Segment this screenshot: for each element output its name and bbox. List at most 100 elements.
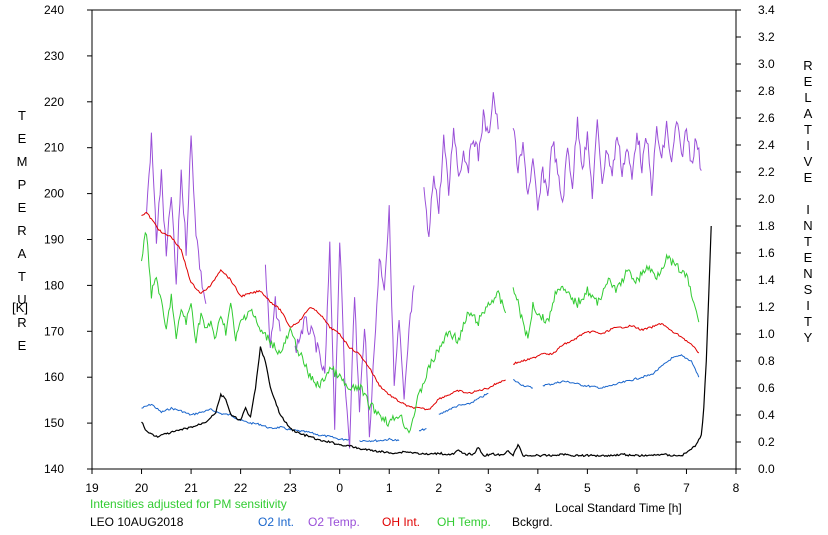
series-oh-temp [141,231,700,434]
y-right-tick-label: 1.2 [758,300,775,314]
y-right-label-letter: I [806,138,810,153]
y-right-tick-label: 2.0 [758,192,775,206]
y-left-tick-label: 210 [44,141,64,155]
x-tick-label: 7 [683,481,690,495]
y-right-label-letter: N [803,218,812,233]
legend-entry: OH Temp. [437,515,491,529]
y-right-tick-label: 0.4 [758,408,775,422]
sensitivity-note: Intensities adjusted for PM sensitivity [90,497,287,511]
series-o2-int [141,354,700,443]
station-date-label: LEO 10AUG2018 [90,515,184,529]
y-right-tick-label: 0.2 [758,435,775,449]
y-left-label-letter: U [17,292,26,307]
y-left-tick-label: 170 [44,324,64,338]
y-left-label-letter: P [18,177,27,192]
y-right-tick-label: 3.2 [758,30,775,44]
y-right-label-letter: T [804,314,812,329]
y-right-label-letter: E [804,170,813,185]
legend-entry: OH Int. [382,515,420,529]
y-left-tick-label: 220 [44,95,64,109]
y-left-label-letter: T [18,269,26,284]
x-tick-label: 22 [234,481,248,495]
y-right-tick-label: 2.2 [758,165,775,179]
y-left-label-letter: M [17,154,28,169]
series-line [141,211,506,411]
x-tick-label: 6 [634,481,641,495]
x-tick-label: 5 [584,481,591,495]
y-left-tick-label: 230 [44,49,64,63]
series-line [512,379,533,389]
y-left-unit: [K] [12,300,28,315]
x-tick-label: 20 [135,481,149,495]
series-line [359,437,400,443]
series-line [542,354,700,389]
y-left-label-letter: E [18,131,27,146]
y-right-label-letter: E [804,250,813,265]
x-tick-label: 19 [85,481,99,495]
y-right-tick-label: 2.8 [758,84,775,98]
y-right-tick-label: 1.6 [758,246,775,260]
y-left-label-letter: A [18,246,27,261]
y-right-tick-label: 1.8 [758,219,775,233]
y-right-label-letter: S [804,282,813,297]
y-right-label-letter: L [804,90,811,105]
y-left-label-letter: R [17,223,26,238]
y-left-tick-label: 200 [44,187,64,201]
series-o2-temp [146,92,702,449]
y-left-label-letter: E [18,338,27,353]
series-line [141,231,507,434]
y-left-tick-label: 160 [44,370,64,384]
y-right-label-letter: A [804,106,813,121]
legend: O2 Int. O2 Temp. OH Int. OH Temp. Bckgrd. [258,515,553,529]
y-right-label-letter: T [804,234,812,249]
y-right-tick-label: 3.4 [758,3,775,17]
x-tick-label: 8 [733,481,740,495]
legend-entry: O2 Int. [258,515,294,529]
x-tick-label: 1 [386,481,393,495]
x-axis-label: Local Standard Time [h] [555,501,682,515]
y-right-tick-label: 2.4 [758,138,775,152]
series-bckgrd [141,225,712,458]
y-right-label-letter: E [804,74,813,89]
x-tick-label: 4 [535,481,542,495]
series-layer [141,92,712,458]
y-left-tick-label: 140 [44,462,64,476]
y-right-label-letter: I [806,202,810,217]
series-line [141,225,712,458]
y-left-label-letter: R [17,315,26,330]
y-right-tick-label: 2.6 [758,111,775,125]
y-left-tick-label: 180 [44,278,64,292]
y-left-label-letter: T [18,108,26,123]
y-right-label-letter: V [804,154,813,169]
series-line [141,403,350,441]
ticks-layer: 19 20 21 22 23 0 1 2 3 4 5 6 7 8140150160170180190200… [44,3,775,495]
legend-entry: O2 Temp. [308,515,360,529]
series-line [513,323,700,365]
y-right-tick-label: 0.8 [758,354,775,368]
series-line [264,264,281,348]
y-right-label-letter: Y [804,330,813,345]
x-tick-label: 21 [184,481,198,495]
series-line [512,116,702,211]
series-line [294,205,415,449]
series-line [146,132,207,304]
y-right-label-letter: T [804,122,812,137]
x-tick-label: 0 [336,481,343,495]
y-right-label-letter: R [803,58,812,73]
y-right-tick-label: 0.0 [758,462,775,476]
series-oh-int [141,211,700,411]
y-right-tick-label: 3.0 [758,57,775,71]
series-line [438,392,489,415]
y-left-tick-label: 240 [44,3,64,17]
x-tick-label: 23 [283,481,297,495]
x-tick-label: 2 [435,481,442,495]
y-right-tick-label: 0.6 [758,381,775,395]
y-left-label-letter: E [18,200,27,215]
plot-frame [91,9,737,470]
series-line [512,253,700,339]
legend-entry: Bckgrd. [512,515,553,529]
x-tick-label: 3 [485,481,492,495]
y-left-tick-label: 190 [44,233,64,247]
y-left-tick-label: 150 [44,416,64,430]
